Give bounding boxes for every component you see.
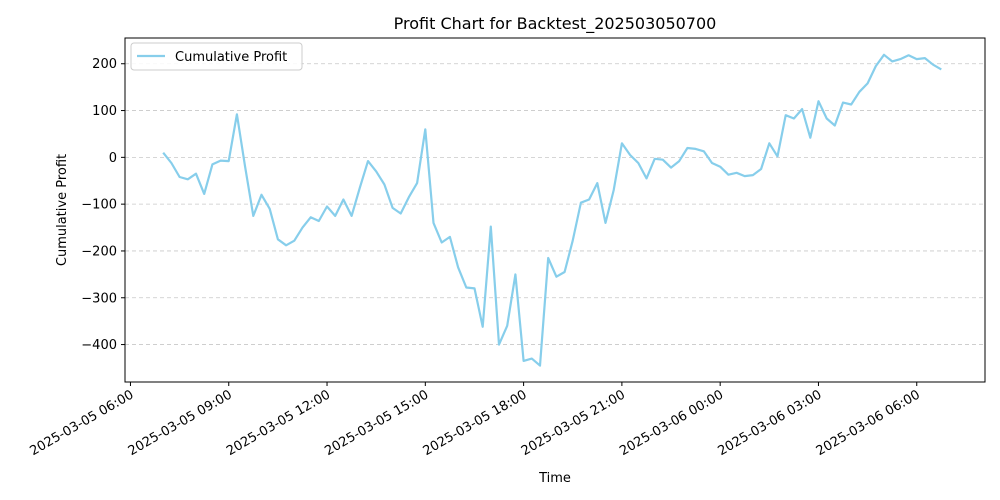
y-tick-label: 0 <box>109 151 117 166</box>
plot-frame <box>124 37 986 383</box>
chart-title: Profit Chart for Backtest_202503050700 <box>394 14 717 34</box>
legend: Cumulative Profit <box>130 42 303 71</box>
y-tick-label: 200 <box>92 57 117 72</box>
y-tick-label: −200 <box>81 244 117 259</box>
legend-label: Cumulative Profit <box>175 50 287 65</box>
y-tick-label: −100 <box>81 198 117 213</box>
y-tick-label: −300 <box>81 291 117 306</box>
series-line-cumulative-profit <box>162 53 942 367</box>
y-tick-label: 100 <box>92 104 117 119</box>
series-layer <box>162 53 942 367</box>
y-axis: −400 −300 −200 −100 0 100 200 <box>81 57 125 353</box>
y-axis-label: Cumulative Profit <box>55 154 70 266</box>
y-tick-label: −400 <box>81 338 117 353</box>
gridlines <box>125 63 985 345</box>
legend-box <box>130 42 303 71</box>
x-axis-label: Time <box>538 471 571 486</box>
